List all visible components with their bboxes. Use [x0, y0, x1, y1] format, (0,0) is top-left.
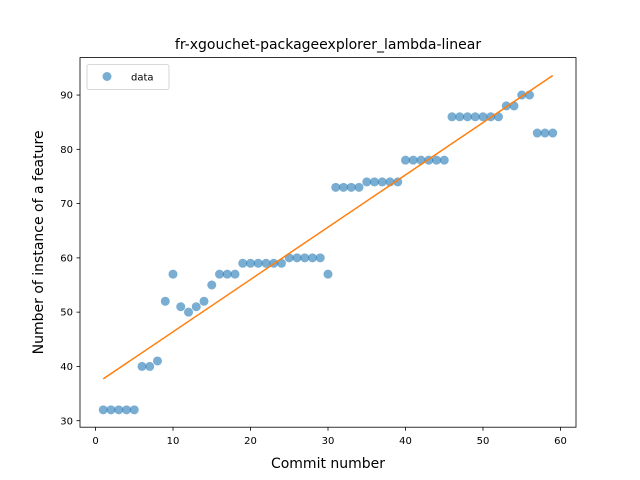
x-axis: 0 10 20 30 40 50 60 — [92, 427, 567, 447]
data-point — [176, 302, 186, 312]
y-tick-label: 40 — [60, 362, 73, 373]
data-point — [308, 253, 317, 263]
data-point — [362, 177, 372, 187]
y-tick-label: 60 — [60, 253, 73, 264]
y-tick-label: 90 — [60, 91, 73, 102]
data-point — [98, 405, 108, 415]
y-tick-label: 80 — [60, 145, 73, 156]
data-point — [447, 112, 457, 122]
data-point — [509, 101, 519, 111]
data-point — [315, 253, 325, 263]
legend-marker-data — [102, 72, 112, 81]
data-point — [184, 307, 193, 317]
data-point — [370, 177, 379, 187]
data-point — [160, 296, 170, 306]
data-point — [129, 405, 139, 415]
x-tick-label: 20 — [244, 436, 257, 447]
data-point — [300, 253, 310, 263]
data-point — [439, 155, 449, 165]
x-tick-label: 50 — [477, 436, 490, 447]
data-point — [393, 177, 403, 187]
data-point — [246, 258, 255, 268]
data-point — [292, 253, 302, 263]
data-point — [548, 128, 558, 138]
legend-label-data: data — [131, 73, 154, 84]
data-point — [346, 182, 356, 192]
data-point — [478, 112, 488, 122]
data-point — [122, 405, 131, 415]
x-tick-label: 30 — [322, 436, 335, 447]
data-point — [261, 258, 271, 268]
data-point — [253, 258, 263, 268]
plot-content — [98, 74, 558, 415]
x-axis-label: Commit number — [271, 456, 385, 472]
x-tick-label: 0 — [92, 436, 98, 447]
data-point — [199, 296, 209, 306]
data-point — [222, 269, 232, 279]
data-point — [331, 182, 341, 192]
data-point — [168, 269, 178, 279]
data-point — [106, 405, 116, 415]
data-point — [463, 112, 472, 122]
legend: data — [86, 64, 170, 90]
data-point — [401, 155, 410, 165]
chart-title: fr-xgouchet-packageexplorer_lambda-linea… — [175, 37, 481, 53]
data-point — [230, 269, 240, 279]
data-point — [432, 155, 441, 165]
data-point — [354, 182, 364, 192]
y-tick-label: 70 — [60, 199, 73, 210]
data-point — [238, 258, 248, 268]
fit-line — [102, 74, 554, 380]
y-tick-label: 50 — [60, 308, 73, 319]
data-point — [455, 112, 465, 122]
y-tick-label: 30 — [60, 416, 73, 427]
y-axis-label: Number of instance of a feature — [31, 130, 47, 354]
data-point — [191, 302, 201, 312]
data-point — [323, 269, 333, 279]
data-point — [408, 155, 418, 165]
data-point — [114, 405, 124, 415]
data-point — [153, 356, 162, 366]
data-point — [215, 269, 224, 279]
y-axis: 30 40 50 60 70 80 90 — [60, 91, 80, 427]
data-point — [145, 361, 155, 371]
data-point — [137, 361, 147, 371]
data-point — [540, 128, 550, 138]
data-point — [470, 112, 480, 122]
legend-box — [86, 64, 170, 90]
x-tick-label: 60 — [554, 436, 567, 447]
x-tick-label: 10 — [167, 436, 180, 447]
x-tick-label: 40 — [399, 436, 412, 447]
data-point — [532, 128, 542, 138]
data-point — [416, 155, 426, 165]
data-point — [377, 177, 387, 187]
data-point — [277, 258, 286, 268]
data-point — [339, 182, 348, 192]
data-point — [207, 280, 217, 290]
